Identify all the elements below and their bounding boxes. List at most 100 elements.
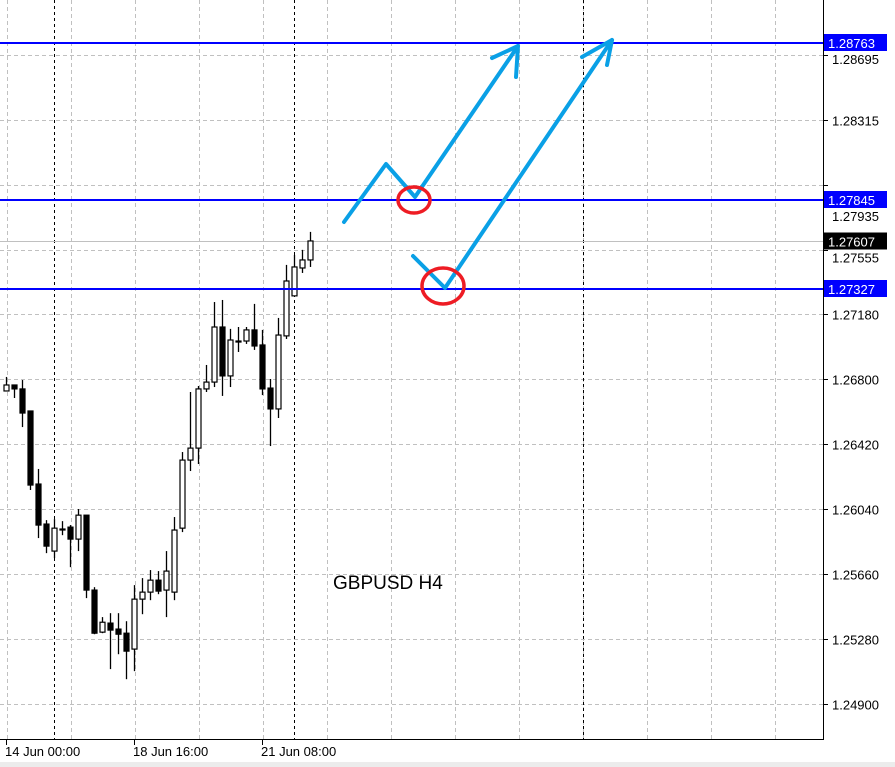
- status-strip: [0, 762, 895, 767]
- candle-body-bear: [19, 388, 26, 414]
- price-axis[interactable]: 1.28695 1.28315 1.27935 1.27555 1.27180 1.268…: [823, 52, 879, 713]
- candle-body-bull: [171, 529, 178, 593]
- candle: [131, 585, 138, 672]
- candle: [195, 386, 202, 465]
- candle-body-bull: [51, 527, 58, 552]
- price-axis-markers: 1.28763 1.27845 1.27327 1.27607: [824, 34, 887, 297]
- candle: [107, 613, 114, 670]
- candle-body-bull: [179, 459, 186, 529]
- candle: [99, 617, 106, 634]
- candle-body-bear: [91, 589, 98, 634]
- current-price-label: 1.27607: [828, 235, 875, 250]
- candle-body-bear: [251, 329, 258, 347]
- candle: [275, 317, 282, 418]
- candle-body-bear: [35, 483, 42, 526]
- candle-body-bear: [67, 526, 74, 540]
- level-lines[interactable]: [0, 42, 823, 290]
- x-tick-label: 14 Jun 00:00: [5, 744, 80, 759]
- candle: [91, 587, 98, 635]
- candle: [219, 299, 226, 396]
- level-price-marker: [824, 280, 887, 297]
- candle-body-bear: [259, 344, 266, 390]
- y-tick-label: 1.25280: [832, 633, 879, 648]
- level-price-label: 1.28763: [828, 36, 875, 51]
- candles: [3, 231, 314, 680]
- candle: [3, 376, 10, 392]
- candle-body-bear: [83, 514, 90, 591]
- candle: [67, 525, 74, 568]
- candle: [35, 468, 42, 539]
- candle: [59, 521, 66, 536]
- candle-body-bull: [147, 579, 154, 593]
- y-tick-label: 1.25660: [832, 568, 879, 583]
- candle-body-bull: [299, 259, 306, 269]
- level-price-marker: [824, 191, 887, 208]
- arrow-head: [490, 44, 520, 79]
- drawings[interactable]: [342, 38, 614, 306]
- candle: [307, 231, 314, 267]
- candle-body-bull: [59, 528, 66, 531]
- candle-body-bull: [227, 339, 234, 377]
- candle: [83, 514, 90, 599]
- candle: [187, 391, 194, 472]
- candle: [75, 508, 82, 552]
- candle-body-bull: [283, 280, 290, 337]
- red-circle-marker: [420, 266, 466, 306]
- candle-body-bull: [3, 384, 10, 392]
- time-axis[interactable]: 14 Jun 00:00 18 Jun 16:00 21 Jun 08:00: [5, 739, 336, 759]
- candle-body-bull: [163, 570, 170, 591]
- candle: [243, 327, 250, 344]
- candle-body-bear: [11, 384, 18, 390]
- candle: [211, 302, 218, 388]
- candle: [163, 551, 170, 618]
- y-tick-label: 1.24900: [832, 698, 879, 713]
- candle-body-bull: [131, 598, 138, 650]
- candle-body-bear: [123, 632, 130, 652]
- candle: [139, 578, 146, 615]
- candle-body-bear: [155, 579, 162, 592]
- level-price-label: 1.27845: [828, 193, 875, 208]
- candle: [283, 264, 290, 339]
- candle: [179, 452, 186, 533]
- current-price-marker: [824, 232, 887, 250]
- candle-body-bear: [115, 628, 122, 635]
- candle: [27, 410, 34, 491]
- candle: [259, 329, 266, 396]
- candle-body-bear: [267, 387, 274, 410]
- y-tick-label: 1.27180: [832, 308, 879, 323]
- x-tick-label: 18 Jun 16:00: [133, 744, 208, 759]
- arrow-path: [411, 38, 614, 290]
- candle-body-bull: [139, 591, 146, 600]
- candle-body-bull: [211, 326, 218, 383]
- level-price-marker: [824, 34, 887, 51]
- candle: [171, 517, 178, 601]
- candle: [43, 520, 50, 554]
- candle-body-bull: [235, 340, 242, 343]
- y-tick-label: 1.27555: [832, 251, 879, 266]
- y-tick-label: 1.27935: [832, 209, 879, 224]
- candle: [19, 380, 26, 428]
- candle-body-bull: [203, 381, 210, 390]
- y-tick-label: 1.28695: [832, 52, 879, 67]
- candle: [123, 621, 130, 680]
- candle: [227, 328, 234, 388]
- candle-body-bull: [195, 388, 202, 449]
- arrow-head: [580, 38, 614, 67]
- candle-body-bull: [291, 266, 298, 297]
- candle-body-bear: [43, 523, 50, 547]
- x-tick-label: 21 Jun 08:00: [261, 744, 336, 759]
- candle-body-bear: [107, 622, 114, 631]
- red-circle-marker: [396, 185, 432, 215]
- y-tick-label: 1.26420: [832, 438, 879, 453]
- level-price-label: 1.27327: [828, 282, 875, 297]
- arrow-path: [342, 44, 520, 224]
- candle: [267, 379, 274, 447]
- candle: [147, 570, 154, 601]
- chart-title: GBPUSD H4: [333, 573, 443, 594]
- candle-body-bear: [219, 326, 226, 377]
- candle: [235, 327, 242, 352]
- candle: [155, 571, 162, 595]
- candle: [115, 613, 122, 655]
- candle: [203, 364, 210, 392]
